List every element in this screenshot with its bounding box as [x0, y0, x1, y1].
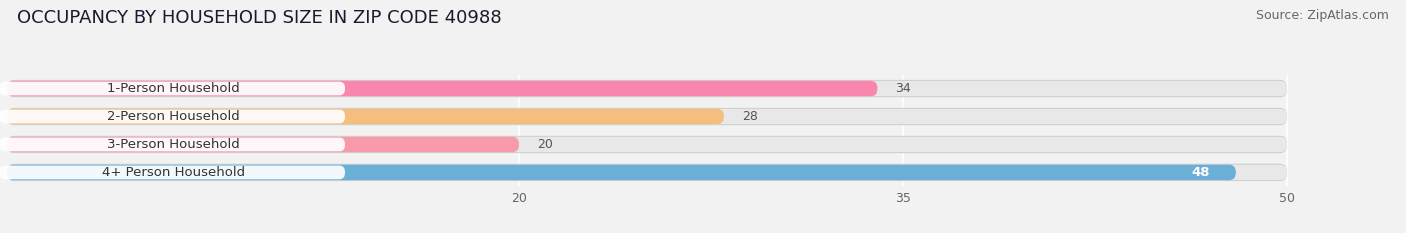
Text: 2-Person Household: 2-Person Household	[107, 110, 240, 123]
FancyBboxPatch shape	[7, 80, 1286, 97]
Text: 4+ Person Household: 4+ Person Household	[101, 166, 245, 179]
Text: Source: ZipAtlas.com: Source: ZipAtlas.com	[1256, 9, 1389, 22]
FancyBboxPatch shape	[0, 166, 344, 179]
FancyBboxPatch shape	[7, 165, 1236, 180]
FancyBboxPatch shape	[7, 81, 1286, 96]
FancyBboxPatch shape	[7, 137, 1286, 152]
FancyBboxPatch shape	[0, 138, 344, 151]
FancyBboxPatch shape	[7, 165, 1286, 180]
Text: 34: 34	[896, 82, 911, 95]
FancyBboxPatch shape	[7, 136, 1286, 153]
FancyBboxPatch shape	[7, 81, 877, 96]
FancyBboxPatch shape	[0, 110, 344, 123]
FancyBboxPatch shape	[7, 109, 724, 124]
FancyBboxPatch shape	[7, 109, 1286, 124]
FancyBboxPatch shape	[7, 137, 519, 152]
Text: 20: 20	[537, 138, 553, 151]
Text: OCCUPANCY BY HOUSEHOLD SIZE IN ZIP CODE 40988: OCCUPANCY BY HOUSEHOLD SIZE IN ZIP CODE …	[17, 9, 502, 27]
Text: 3-Person Household: 3-Person Household	[107, 138, 240, 151]
FancyBboxPatch shape	[7, 108, 1286, 125]
Text: 1-Person Household: 1-Person Household	[107, 82, 240, 95]
FancyBboxPatch shape	[0, 82, 344, 95]
Text: 48: 48	[1192, 166, 1211, 179]
Text: 28: 28	[742, 110, 758, 123]
FancyBboxPatch shape	[7, 164, 1286, 181]
